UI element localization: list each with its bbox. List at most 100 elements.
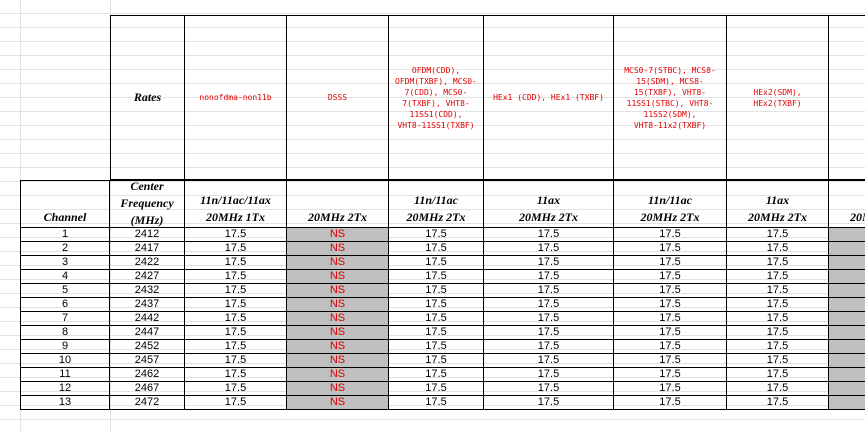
power-cell: 17.5 [727,340,829,354]
shaded-cell [829,298,865,312]
frequency-cell: 2467 [110,382,185,396]
rates-cell: nonofdma-non11b [185,15,287,180]
shaded-cell [829,312,865,326]
power-cell: 17.5 [727,242,829,256]
rates-cell: MCS0-7(STBC), MCS8- 15(SDM), MCS8- 15(TX… [614,15,727,180]
power-cell: 17.5 [614,326,727,340]
power-cell: NS [287,368,389,382]
power-cell: 17.5 [484,396,614,410]
power-cell: 17.5 [727,284,829,298]
rates-cell: OFDM(CDD), OFDM(TXBF), MCS0- 7(CDD), MCS… [389,15,484,180]
frequency-cell: 2417 [110,242,185,256]
channel-cell: 8 [20,326,110,340]
power-cell: 17.5 [727,256,829,270]
power-cell: 17.5 [389,368,484,382]
power-cell: NS [287,340,389,354]
channel-cell: 2 [20,242,110,256]
power-cell: 17.5 [185,340,287,354]
power-cell: 17.5 [484,312,614,326]
power-cell: 17.5 [185,242,287,256]
power-cell: 17.5 [484,270,614,284]
power-cell: 17.5 [185,270,287,284]
power-cell: 17.5 [727,326,829,340]
power-cell: 17.5 [614,382,727,396]
channel-cell: 10 [20,354,110,368]
power-cell: NS [287,312,389,326]
power-cell: 17.5 [727,368,829,382]
frequency-cell: 2462 [110,368,185,382]
power-cell: 17.5 [389,396,484,410]
frequency-cell: 2422 [110,256,185,270]
channel-cell: 9 [20,340,110,354]
power-cell: 17.5 [614,298,727,312]
column-label: 11ax 20MHz 2Tx [484,180,614,228]
power-cell: 17.5 [727,270,829,284]
power-cell: NS [287,326,389,340]
power-cell: 17.5 [185,228,287,242]
frequency-cell: 2472 [110,396,185,410]
column-label: 11n/11ac/11ax 20MHz 1Tx [185,180,287,228]
power-cell: 17.5 [614,368,727,382]
column-label: 11n/11ac 20MHz 2Tx [389,180,484,228]
shaded-cell [829,228,865,242]
shaded-cell [829,326,865,340]
column-label: 11n/11ac 20MHz 2Tx [614,180,727,228]
power-cell: 17.5 [614,242,727,256]
frequency-header: Center Frequency (MHz) [110,180,185,228]
power-cell: 17.5 [185,298,287,312]
frequency-cell: 2437 [110,298,185,312]
channel-cell: 12 [20,382,110,396]
frequency-cell: 2452 [110,340,185,354]
shaded-cell [829,256,865,270]
power-cell: 17.5 [484,354,614,368]
power-cell: 17.5 [727,228,829,242]
shaded-cell [829,396,865,410]
power-cell: 17.5 [484,256,614,270]
power-cell: 17.5 [484,340,614,354]
power-cell: 17.5 [614,354,727,368]
rates-cell: HEx1 (CDD), HEx1 (TXBF) [484,15,614,180]
power-cell: 17.5 [389,242,484,256]
power-cell: 17.5 [727,396,829,410]
power-cell: 17.5 [614,228,727,242]
power-cell: NS [287,382,389,396]
shaded-cell [829,284,865,298]
power-cell: NS [287,354,389,368]
power-cell: 17.5 [484,284,614,298]
power-cell: 17.5 [185,284,287,298]
power-cell: 17.5 [389,256,484,270]
column-label: 11ax 20MHz 2Tx [727,180,829,228]
power-cell: 17.5 [389,354,484,368]
power-cell: 17.5 [484,228,614,242]
power-cell: 17.5 [727,298,829,312]
power-cell: NS [287,256,389,270]
channel-cell: 4 [20,270,110,284]
power-cell: 17.5 [727,312,829,326]
power-cell: NS [287,228,389,242]
channel-cell: 3 [20,256,110,270]
column-label: 20MHz 2Tx [287,180,389,228]
power-cell: 17.5 [389,228,484,242]
power-cell: NS [287,242,389,256]
shaded-cell [829,242,865,256]
channel-cell: 1 [20,228,110,242]
frequency-cell: 2457 [110,354,185,368]
channel-cell: 6 [20,298,110,312]
rates-header: Rates [110,15,185,180]
power-cell: 17.5 [185,326,287,340]
frequency-cell: 2442 [110,312,185,326]
power-cell: 17.5 [484,368,614,382]
power-cell: 17.5 [389,382,484,396]
power-cell: 17.5 [614,256,727,270]
power-cell: 17.5 [614,270,727,284]
power-cell: 17.5 [727,382,829,396]
power-cell: 17.5 [484,242,614,256]
shaded-cell [829,270,865,284]
rates-cell [829,15,865,180]
power-cell: NS [287,298,389,312]
channel-cell: 7 [20,312,110,326]
power-cell: 17.5 [389,284,484,298]
sheet-grid [110,0,111,431]
frequency-cell: 2432 [110,284,185,298]
